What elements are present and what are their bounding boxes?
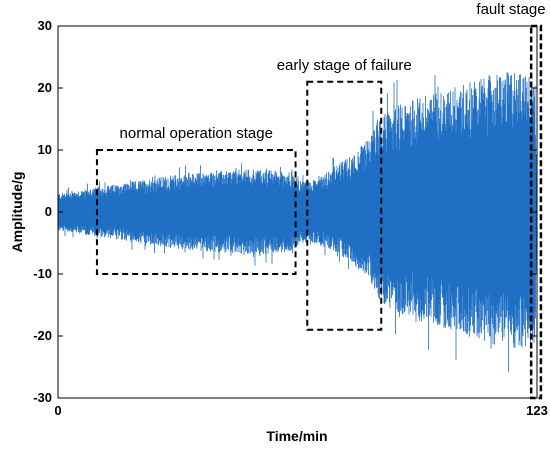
stage-label-2: fault stage — [476, 1, 545, 18]
y-tick-label: -20 — [33, 328, 52, 343]
y-tick-label: -10 — [33, 266, 52, 281]
signal-series — [57, 72, 538, 373]
stage-box-2 — [529, 24, 543, 400]
y-tick-label: -30 — [33, 390, 52, 405]
y-tick-label: 20 — [38, 80, 52, 95]
y-axis-title: Amplitude/g — [9, 172, 25, 253]
series-0-line — [57, 72, 538, 373]
stage-label-0: normal operation stage — [120, 125, 273, 142]
y-tick-label: 0 — [45, 204, 52, 219]
x-axis-title: Time/min — [266, 428, 327, 444]
y-tick-label: 30 — [38, 18, 52, 33]
stage-box-0 — [95, 149, 297, 275]
x-tick-label: 123 — [526, 403, 548, 418]
stage-annotations: normal operation stage early stage of fai… — [95, 1, 546, 400]
stage-label-1: early stage of failure — [277, 57, 412, 74]
y-tick-label: 10 — [38, 142, 52, 157]
x-tick-label: 0 — [54, 403, 61, 418]
